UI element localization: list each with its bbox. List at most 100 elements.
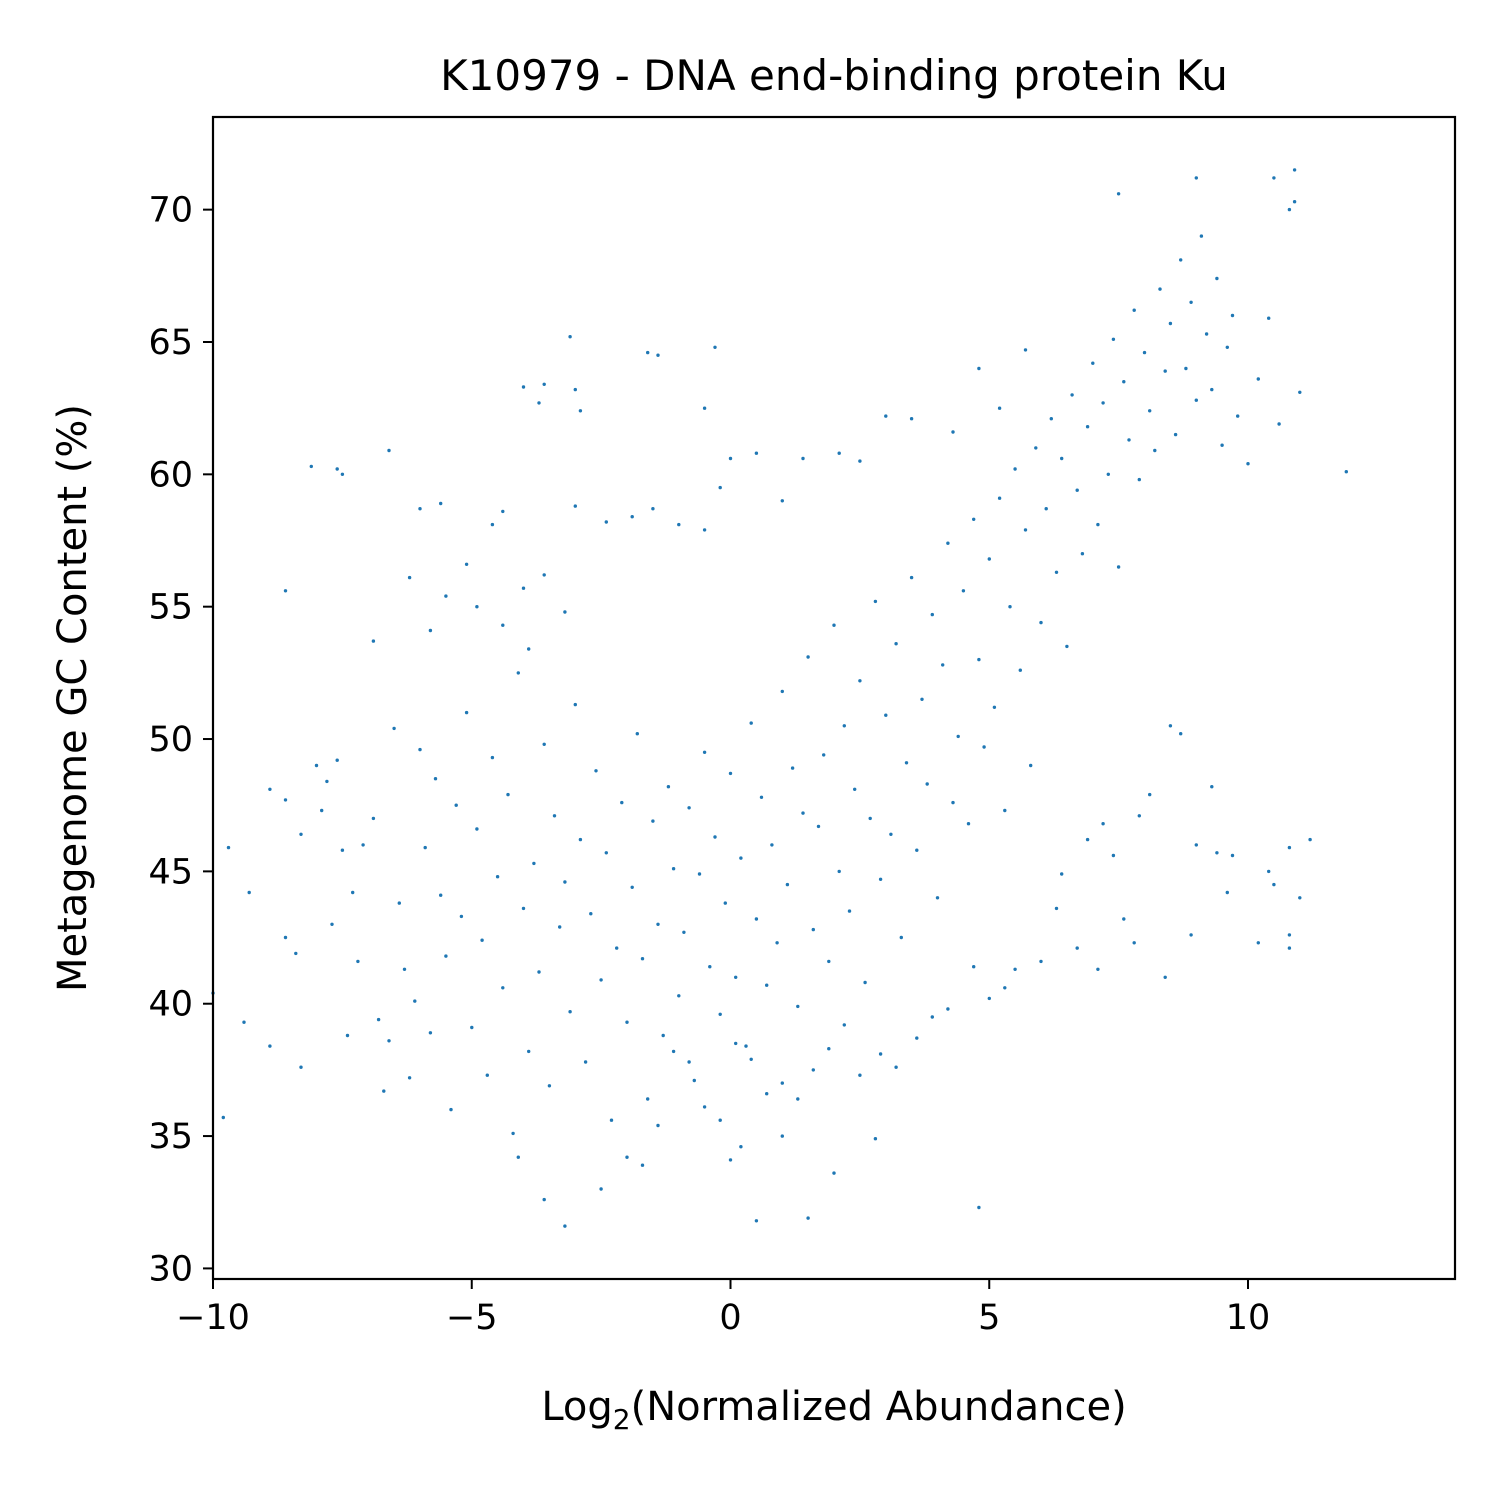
- x-axis-label-main: Log: [541, 1384, 612, 1430]
- y-tick-label: 50: [148, 720, 193, 760]
- data-point: [521, 385, 526, 389]
- data-point: [1287, 845, 1292, 850]
- data-point: [542, 742, 546, 746]
- data-point: [904, 761, 909, 765]
- data-point: [651, 507, 655, 511]
- data-point: [1116, 192, 1121, 196]
- data-point: [1298, 896, 1302, 900]
- data-point: [930, 1015, 934, 1019]
- x-tick-label: 0: [719, 1298, 741, 1338]
- data-point: [935, 896, 940, 900]
- data-point: [692, 1078, 696, 1083]
- y-tick-label: 55: [148, 588, 193, 628]
- data-point: [1277, 422, 1281, 426]
- data-point: [480, 938, 484, 942]
- data-point: [853, 787, 857, 791]
- data-point: [801, 456, 805, 461]
- y-tick-label: 45: [148, 852, 193, 892]
- data-point: [728, 771, 733, 776]
- data-point: [915, 1036, 919, 1040]
- data-point: [433, 777, 438, 781]
- data-point: [749, 721, 753, 725]
- data-point: [1230, 853, 1235, 858]
- data-point: [609, 1118, 614, 1122]
- data-point: [1287, 207, 1292, 212]
- x-tick-label: −5: [446, 1298, 498, 1338]
- data-point: [423, 845, 427, 850]
- y-axis-label: Metagenome GC Content (%): [50, 404, 96, 992]
- data-point: [1272, 882, 1276, 887]
- data-point: [314, 763, 319, 768]
- data-point: [982, 745, 986, 749]
- data-point: [563, 1224, 567, 1228]
- data-point: [325, 779, 329, 784]
- data-point: [340, 472, 345, 476]
- data-point: [563, 880, 567, 884]
- data-point: [1189, 300, 1193, 304]
- data-point: [351, 890, 355, 895]
- data-point: [521, 586, 526, 590]
- data-point: [847, 909, 852, 913]
- data-point: [966, 822, 971, 826]
- data-point: [739, 856, 743, 860]
- data-point: [822, 753, 826, 757]
- data-point: [1308, 837, 1312, 842]
- data-point: [485, 1073, 489, 1077]
- y-tick-label: 60: [148, 455, 193, 495]
- data-point: [972, 965, 976, 969]
- x-tick-label: 10: [1226, 1298, 1271, 1338]
- data-point: [1148, 409, 1152, 413]
- data-point: [1210, 785, 1214, 789]
- data-point: [780, 499, 784, 503]
- data-point: [1236, 414, 1240, 418]
- data-point: [1127, 438, 1131, 442]
- data-point: [832, 1171, 836, 1175]
- data-point: [1267, 869, 1271, 874]
- x-axis-label-rest: (Normalized Abundance): [631, 1384, 1127, 1430]
- data-point: [1298, 390, 1302, 394]
- data-point: [977, 657, 981, 662]
- data-point: [661, 1033, 665, 1038]
- data-point: [1168, 724, 1173, 728]
- data-point: [1272, 176, 1276, 180]
- data-point: [894, 642, 898, 646]
- data-point: [568, 335, 572, 339]
- data-point: [1163, 975, 1167, 979]
- data-point: [671, 1049, 676, 1054]
- data-point: [640, 957, 645, 961]
- data-point: [1013, 967, 1017, 971]
- data-point: [1101, 822, 1105, 826]
- x-axis: −10 −5 0 5 10: [176, 1279, 1270, 1338]
- data-point: [345, 1033, 350, 1038]
- data-point: [801, 811, 805, 815]
- data-point: [1039, 620, 1043, 625]
- data-point: [532, 861, 536, 866]
- data-point: [728, 456, 733, 461]
- data-point: [1142, 350, 1147, 355]
- data-point: [537, 970, 541, 974]
- data-point: [909, 575, 914, 580]
- data-point: [765, 983, 769, 987]
- data-point: [899, 935, 903, 940]
- data-point: [754, 917, 759, 921]
- data-point: [816, 824, 821, 829]
- data-point: [464, 562, 469, 566]
- data-point: [827, 1047, 831, 1051]
- data-point: [573, 504, 577, 508]
- data-point: [356, 959, 360, 964]
- data-point: [1137, 814, 1142, 818]
- y-tick-label: 65: [148, 323, 193, 363]
- data-point: [827, 959, 831, 964]
- data-point: [439, 893, 443, 897]
- data-point: [806, 655, 810, 659]
- data-point: [930, 612, 934, 617]
- data-point: [863, 980, 867, 985]
- data-point: [941, 663, 945, 667]
- data-point: [713, 345, 717, 349]
- data-point: [1199, 234, 1204, 238]
- data-point: [1184, 366, 1188, 371]
- data-point: [656, 353, 660, 357]
- data-point: [1220, 443, 1224, 447]
- data-point: [418, 507, 422, 511]
- data-point: [1267, 316, 1271, 320]
